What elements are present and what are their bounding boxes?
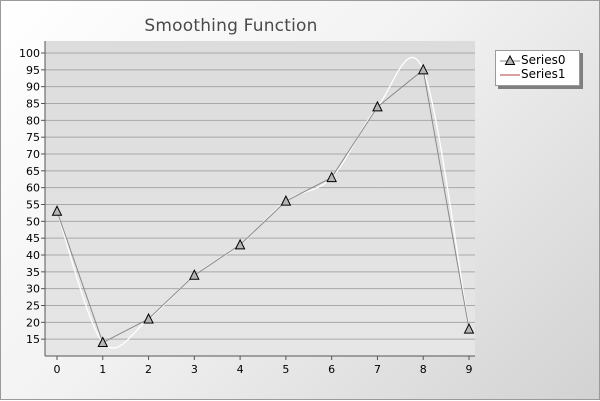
y-tick-label: 45 [26,232,40,245]
x-tick-label: 7 [374,363,381,376]
y-tick-label: 15 [26,333,40,346]
line-swatch-icon [500,74,520,76]
series0-marker [463,322,475,334]
y-tick-label: 20 [26,316,40,329]
x-tick-label: 8 [420,363,427,376]
axes [44,41,475,357]
x-tick-label: 2 [145,363,152,376]
legend-item-series1: Series1 [496,67,579,82]
y-tick-label: 65 [26,165,40,178]
y-tick-label: 60 [26,182,40,195]
y-tick-label: 50 [26,215,40,228]
y-tick-label: 100 [19,47,40,60]
x-tick-label: 4 [237,363,244,376]
series0-marker [51,205,63,216]
y-tick-label: 85 [26,98,40,111]
legend: Series0 Series1 [495,50,580,86]
x-tick-label: 9 [466,363,473,376]
x-axis-ticks: 0 1 2 3 4 5 6 7 8 9 [54,356,473,376]
y-tick-label: 95 [26,64,40,77]
y-tick-label: 90 [26,81,40,94]
x-tick-label: 1 [99,363,106,376]
series0-group [51,63,475,348]
x-tick-label: 5 [282,363,289,376]
chart-title: Smoothing Function [144,16,318,36]
legend-label-series0: Series0 [521,53,566,67]
y-tick-label: 55 [26,199,40,212]
legend-item-series0: Series0 [496,53,579,68]
series0-marker [326,171,337,183]
y-tick-label: 40 [26,249,40,262]
series0-marker [143,312,154,324]
y-axis-ticks: 15 20 25 30 35 40 45 50 55 60 65 70 75 80 85 90 95 100 [19,47,45,346]
legend-label-series1: Series1 [521,67,566,81]
series0-marker [372,100,383,112]
y-tick-label: 80 [26,114,40,127]
gridlines [45,52,475,340]
series0-marker [417,63,429,75]
plot-area [45,41,475,356]
series0-marker [97,336,109,348]
series0-marker [280,195,292,206]
x-tick-label: 6 [328,363,335,376]
triangle-marker-icon [500,54,520,65]
y-tick-label: 25 [26,300,40,313]
series0-marker [189,269,200,280]
y-tick-label: 35 [26,266,40,279]
y-tick-label: 70 [26,148,40,161]
x-tick-label: 3 [191,363,198,376]
y-tick-label: 30 [26,283,40,296]
series0-marker [234,238,246,250]
x-tick-label: 0 [54,363,61,376]
y-tick-label: 75 [26,131,40,144]
series0-line [56,68,470,344]
